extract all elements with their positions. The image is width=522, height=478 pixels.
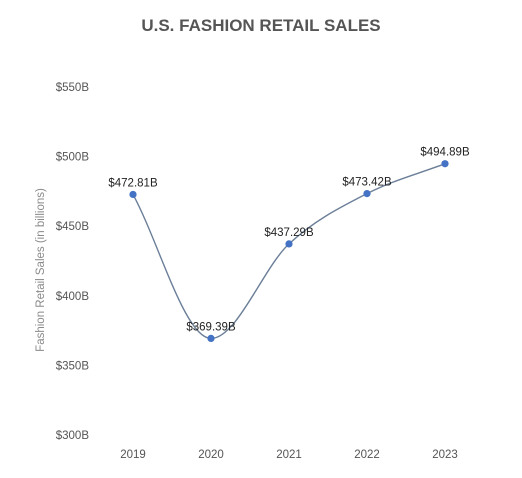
data-label: $494.89B [420,147,470,159]
data-point [441,160,449,168]
data-labels: $472.81B $369.39B $437.29B $473.42B $494.89B [108,147,470,334]
x-tick-label: 2019 [120,449,146,461]
data-label: $369.39B [186,321,236,333]
data-point [363,189,371,198]
y-tick-label: $300B [56,430,90,442]
y-tick-label: $550B [56,82,90,94]
data-point [207,334,215,343]
data-points [129,160,449,343]
y-axis-ticks: $300B $350B $400B $450B $500B $550B [56,82,90,442]
y-tick-label: $450B [56,221,90,233]
y-axis-label: Fashion Retail Sales (in billions) [35,188,47,352]
chart-title: U.S. FASHION RETAIL SALES [141,16,380,35]
x-tick-label: 2023 [432,449,458,461]
data-label: $473.42B [342,177,392,189]
y-tick-label: $500B [56,152,90,164]
data-point [129,190,137,199]
x-axis-ticks: 2019 2020 2021 2022 2023 [120,449,458,461]
series-line [132,163,446,340]
data-label: $472.81B [108,177,158,189]
x-tick-label: 2020 [198,449,224,461]
x-tick-label: 2021 [276,449,302,461]
x-tick-label: 2022 [354,449,380,461]
y-tick-label: $350B [56,360,90,372]
y-tick-label: $400B [56,291,90,303]
data-point [285,240,293,248]
data-label: $437.29B [264,227,314,239]
